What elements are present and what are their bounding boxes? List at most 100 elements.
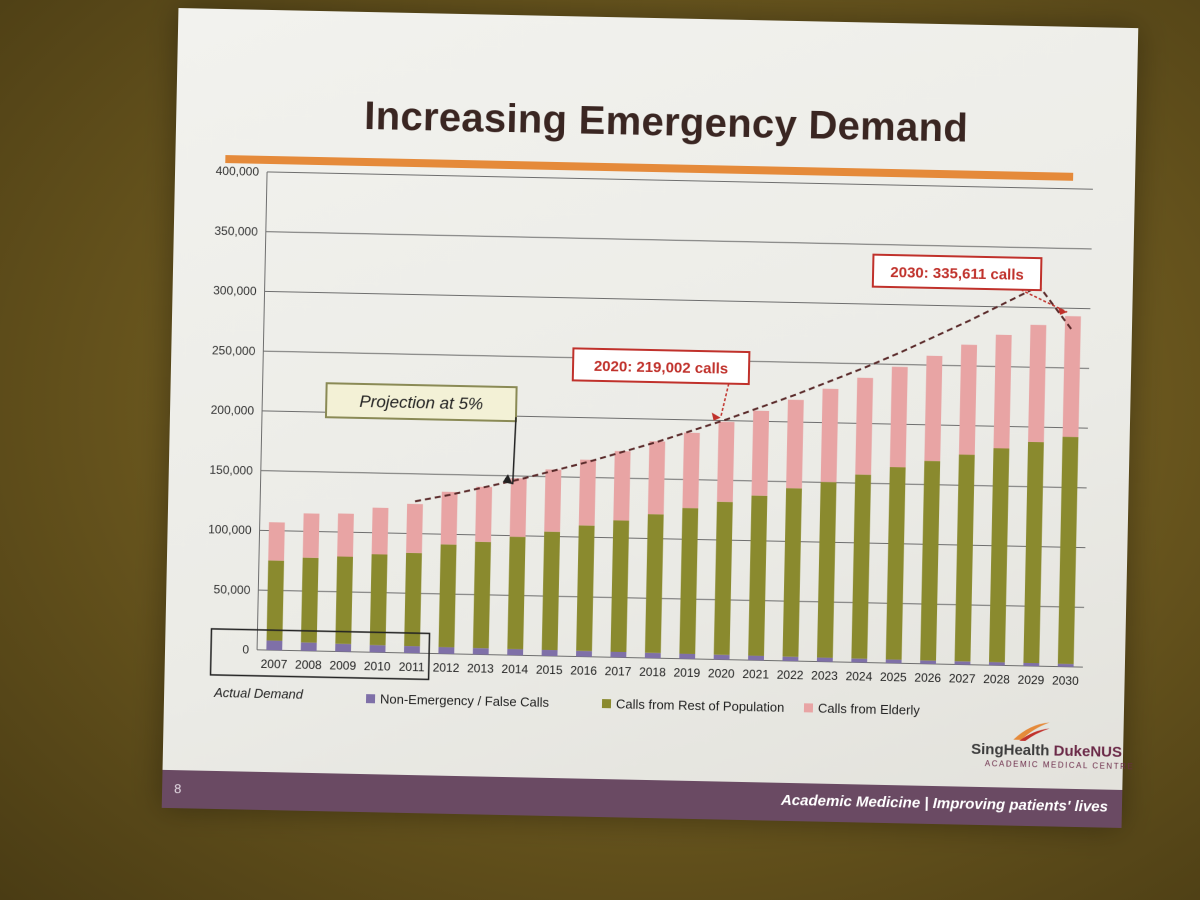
bar-non-emergency-2008 [300,642,317,652]
bar-non-emergency-2025 [885,659,902,664]
bar-non-emergency-2028 [988,662,1005,666]
bar-rest-of-population-2020 [713,501,733,655]
logo-swoosh-icon [1013,722,1050,741]
bar-non-emergency-2015 [541,649,558,657]
y-tick-label: 250,000 [212,343,256,358]
x-tick-label: 2021 [742,667,769,682]
bar-non-emergency-2011 [403,645,420,654]
x-tick-label: 2010 [364,659,391,674]
bar-elderly-2020 [716,421,735,503]
x-tick-label: 2029 [1017,673,1044,688]
y-tick-label: 200,000 [211,403,255,418]
bar-elderly-2014 [509,478,527,537]
x-tick-label: 2008 [295,658,322,673]
bar-non-emergency-2007 [266,640,283,651]
callout-2020: 2020: 219,002 calls [571,347,751,421]
bar-non-emergency-2019 [679,653,696,659]
bar-elderly-2021 [751,410,770,496]
bar-rest-of-population-2011 [404,552,422,647]
bar-elderly-2028 [993,334,1012,449]
gridline [260,470,1087,489]
bar-rest-of-population-2026 [920,460,941,661]
projection-arrow [511,417,517,485]
x-tick-label: 2009 [329,658,356,673]
bar-elderly-2025 [889,366,908,468]
bar-rest-of-population-2007 [266,560,285,641]
callout-text: 2030: 335,611 calls [890,264,1024,284]
bar-rest-of-population-2010 [369,554,388,646]
callout-box [571,347,751,386]
bar-non-emergency-2009 [335,643,352,652]
x-tick-label: 2019 [673,666,700,681]
callout-2030: 2030: 335,611 calls [871,253,1068,315]
gridline [264,290,1091,310]
bar-elderly-2008 [302,513,320,558]
bar-rest-of-population-2018 [644,514,664,654]
y-tick-label: 350,000 [214,224,258,239]
legend-label: Calls from Rest of Population [616,696,785,715]
bar-elderly-2007 [268,522,285,561]
bar-elderly-2016 [578,459,596,526]
logo-subtitle: ACADEMIC MEDICAL CENTRE [984,759,1135,772]
callout-box [871,253,1043,292]
bar-non-emergency-2014 [507,648,524,656]
gridline [265,231,1092,250]
callout-arrowhead [1058,306,1068,315]
legend-entry: Non-Emergency / False Calls [365,691,550,710]
logo-dukenus: DukeNUS [1053,742,1123,761]
x-tick-label: 2030 [1052,673,1079,688]
y-tick-label: 0 [242,643,249,657]
x-tick-label: 2028 [983,672,1010,687]
logo-wordmark: SingHealth DukeNUS [971,741,1122,761]
singhealth-dukenus-logo: SingHealth DukeNUS ACADEMIC MEDICAL CENT… [971,715,1134,778]
bar-non-emergency-2018 [644,652,661,659]
bar-rest-of-population-2028 [989,448,1010,663]
bar-non-emergency-2026 [920,660,937,665]
bar-rest-of-population-2013 [472,541,491,649]
bar-rest-of-population-2012 [438,544,457,648]
bar-non-emergency-2016 [576,650,592,657]
legend-entry: Calls from Elderly [803,701,920,718]
gridline [259,529,1086,549]
y-tick-label: 100,000 [208,522,252,537]
bar-non-emergency-2023 [816,657,833,662]
bar-non-emergency-2030 [1057,663,1074,667]
bar-elderly-2009 [337,513,354,557]
bar-rest-of-population-2022 [782,488,802,657]
x-tick-label: 2020 [708,666,735,681]
bar-non-emergency-2013 [472,648,489,655]
x-tick-label: 2026 [914,671,941,686]
bar-non-emergency-2022 [782,656,799,662]
stacked-bar-chart: 0 50,000 100,000 150,000 200,000 250,000 300,0… [208,164,1093,718]
x-tick-label: 2014 [501,662,528,677]
bar-elderly-2013 [475,486,493,543]
y-axis [256,171,268,650]
callout-arrowhead [711,412,721,421]
y-tick-label: 150,000 [209,463,253,478]
page-number: 8 [173,781,182,797]
x-tick-label: 2007 [260,657,287,672]
bar-rest-of-population-2029 [1023,441,1044,664]
bar-non-emergency-2024 [851,658,868,663]
x-tick-label: 2017 [605,664,632,679]
x-tick-label: 2013 [467,661,494,676]
x-tick-label: 2012 [433,661,460,676]
bar-elderly-2024 [855,377,874,475]
bar-elderly-2023 [820,388,839,483]
x-tick-label: 2011 [399,660,425,675]
legend-label: Non-Emergency / False Calls [380,691,550,710]
bar-non-emergency-2012 [438,647,455,654]
x-tick-label: 2027 [949,671,976,686]
x-tick-label: 2024 [845,669,872,684]
bar-rest-of-population-2017 [610,520,630,653]
legend-swatch [803,703,814,713]
callout-leader [719,383,730,418]
bar-elderly-2030 [1062,316,1081,438]
x-tick-label: 2022 [777,668,804,683]
bar-elderly-2029 [1028,324,1047,443]
legend-swatch [601,699,612,709]
bar-elderly-2027 [958,344,978,455]
callout-text: 2020: 219,002 calls [594,358,729,378]
projection-label-box [324,382,518,423]
y-tick-label: 400,000 [216,164,260,179]
